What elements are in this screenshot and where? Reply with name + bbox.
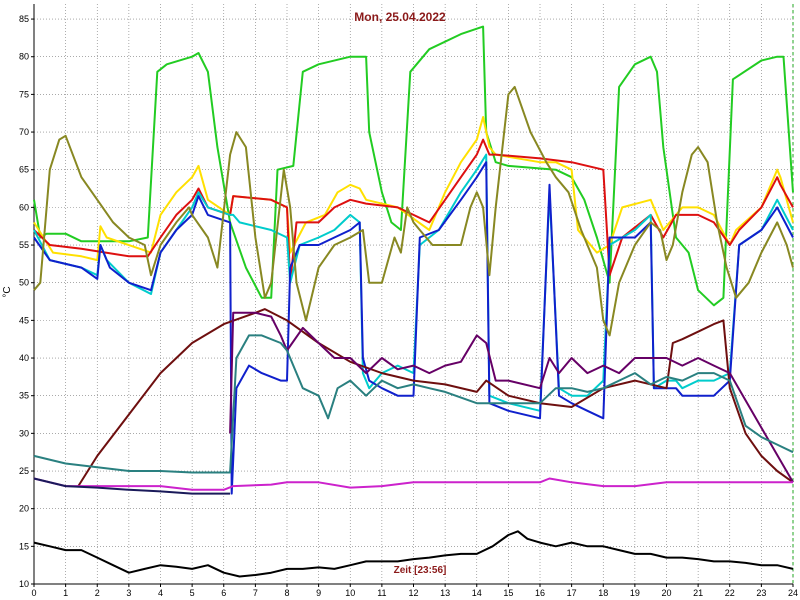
y-tick-label-30: 30 bbox=[19, 428, 29, 438]
series-line-3 bbox=[33, 138, 794, 284]
axes bbox=[31, 4, 794, 587]
y-tick-label-70: 70 bbox=[19, 127, 29, 137]
x-tick-label-17: 17 bbox=[567, 588, 577, 598]
x-tick-label-7: 7 bbox=[253, 588, 258, 598]
x-axis-label: Zeit [23:56] bbox=[394, 565, 447, 576]
y-tick-label-10: 10 bbox=[19, 579, 29, 589]
y-tick-label-25: 25 bbox=[19, 466, 29, 476]
series-lines bbox=[33, 25, 794, 578]
y-tick-label-35: 35 bbox=[19, 391, 29, 401]
y-tick-label-65: 65 bbox=[19, 165, 29, 175]
x-tick-label-14: 14 bbox=[472, 588, 482, 598]
series-line-8 bbox=[229, 311, 794, 483]
series-line-9 bbox=[33, 334, 794, 474]
y-tick-labels: 10 15 20 25 30 35 40 45 50 55 60 65 70 75 80 85 bbox=[19, 14, 29, 589]
x-tick-label-9: 9 bbox=[316, 588, 321, 598]
x-tick-label-21: 21 bbox=[693, 588, 703, 598]
x-tick-label-23: 23 bbox=[756, 588, 766, 598]
x-tick-label-2: 2 bbox=[95, 588, 100, 598]
x-tick-label-13: 13 bbox=[440, 588, 450, 598]
x-tick-label-1: 1 bbox=[63, 588, 68, 598]
y-tick-label-40: 40 bbox=[19, 353, 29, 363]
y-axis-label: °C bbox=[2, 286, 13, 297]
series-line-11 bbox=[33, 477, 231, 495]
y-tick-label-75: 75 bbox=[19, 89, 29, 99]
x-tick-label-20: 20 bbox=[661, 588, 671, 598]
y-tick-label-85: 85 bbox=[19, 14, 29, 24]
x-tick-label-10: 10 bbox=[345, 588, 355, 598]
x-tick-label-18: 18 bbox=[598, 588, 608, 598]
x-tick-label-3: 3 bbox=[126, 588, 131, 598]
series-line-5 bbox=[33, 161, 794, 495]
x-tick-label-8: 8 bbox=[284, 588, 289, 598]
x-tick-labels: 0 1 2 3 4 5 6 7 8 9 10 11 12 13 14 15 16 17 18 19 20 21 22 23 24 bbox=[31, 588, 798, 598]
y-tick-label-60: 60 bbox=[19, 202, 29, 212]
x-tick-label-16: 16 bbox=[535, 588, 545, 598]
y-tick-label-15: 15 bbox=[19, 541, 29, 551]
series-line-7 bbox=[77, 308, 794, 487]
y-tick-label-80: 80 bbox=[19, 52, 29, 62]
x-tick-label-5: 5 bbox=[190, 588, 195, 598]
x-tick-label-19: 19 bbox=[630, 588, 640, 598]
y-tick-label-45: 45 bbox=[19, 315, 29, 325]
x-tick-label-6: 6 bbox=[221, 588, 226, 598]
x-tick-label-4: 4 bbox=[158, 588, 163, 598]
x-tick-label-0: 0 bbox=[31, 588, 36, 598]
series-line-12 bbox=[33, 530, 794, 578]
x-tick-label-11: 11 bbox=[377, 588, 386, 598]
x-tick-label-15: 15 bbox=[503, 588, 513, 598]
series-line-2 bbox=[33, 116, 794, 262]
series-line-1 bbox=[33, 25, 794, 307]
y-tick-label-55: 55 bbox=[19, 240, 29, 250]
y-tick-label-50: 50 bbox=[19, 278, 29, 288]
y-tick-label-20: 20 bbox=[19, 504, 29, 514]
series-line-6 bbox=[33, 85, 794, 337]
x-tick-label-12: 12 bbox=[408, 588, 418, 598]
chart-title: Mon, 25.04.2022 bbox=[354, 10, 446, 24]
series-line-10 bbox=[33, 477, 793, 491]
x-tick-label-24: 24 bbox=[788, 588, 798, 598]
x-tick-label-22: 22 bbox=[725, 588, 735, 598]
